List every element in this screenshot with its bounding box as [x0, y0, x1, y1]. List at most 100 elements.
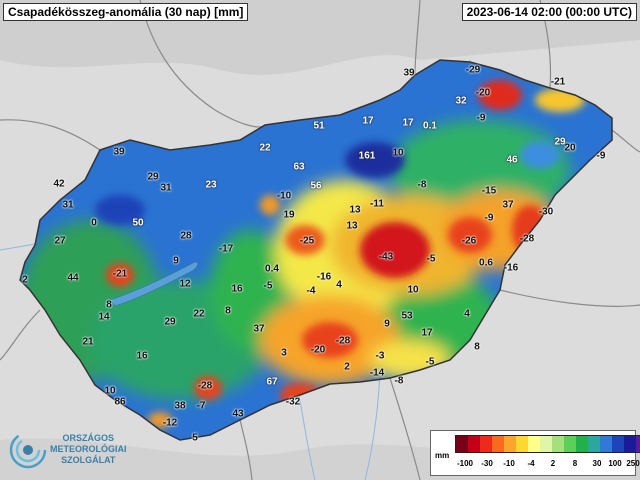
station-value: 27: [54, 235, 66, 247]
station-value: -11: [370, 198, 384, 210]
station-value: 17: [421, 327, 433, 339]
station-value: 0.1: [423, 120, 437, 132]
legend-swatch: [504, 436, 516, 452]
station-value: -15: [481, 185, 497, 197]
legend-swatch: [492, 436, 504, 452]
logo-line-1: ORSZÁGOS: [62, 433, 114, 443]
station-value: 17: [362, 115, 374, 127]
station-value: 29: [164, 316, 176, 328]
station-value: -30: [538, 206, 554, 218]
station-value: 42: [53, 178, 65, 190]
station-value: -17: [218, 243, 234, 255]
legend-tick-label: 8: [572, 459, 578, 468]
legend-color-bar: [455, 435, 640, 453]
omsz-logo: ORSZÁGOS METEOROLÓGIAI SZOLGÁLAT: [8, 428, 148, 474]
legend-swatch: [480, 436, 492, 452]
legend-swatch: [600, 436, 612, 452]
station-value: 9: [384, 318, 390, 330]
station-value: -28: [335, 335, 351, 347]
station-value: -5: [426, 253, 436, 265]
station-value: 161: [358, 150, 376, 162]
station-value: 8: [225, 305, 231, 317]
station-value: -9: [484, 212, 494, 224]
station-value: 19: [283, 209, 295, 221]
logo-line-2: METEOROLÓGIAI: [50, 444, 127, 454]
station-value: 39: [113, 146, 125, 158]
station-value: -5: [425, 356, 435, 368]
station-value: 51: [313, 120, 325, 132]
station-value: 56: [310, 180, 322, 192]
station-value: -20: [310, 344, 326, 356]
station-value: 0.4: [265, 263, 279, 275]
legend-swatch: [468, 436, 480, 452]
station-value: 37: [253, 323, 265, 335]
station-value: 9: [173, 255, 179, 267]
station-value: -20: [475, 87, 491, 99]
station-value: 4: [336, 279, 342, 291]
station-value: 86: [114, 396, 126, 408]
station-value: 29: [147, 171, 159, 183]
station-value: -28: [197, 380, 213, 392]
station-value: 20: [564, 142, 576, 154]
legend-swatch: [636, 436, 640, 452]
legend-ticks: -100 -30 -10 -4 2 8 30 100 250: [451, 459, 640, 471]
station-value: 50: [132, 217, 144, 229]
legend-tick-label: 250: [626, 459, 640, 468]
station-value: -16: [503, 262, 519, 274]
legend-swatch: [456, 436, 468, 452]
legend-swatch: [612, 436, 624, 452]
station-value: 53: [401, 310, 413, 322]
station-value: -25: [299, 235, 315, 247]
station-value: -3: [375, 350, 385, 362]
station-value: -14: [369, 367, 385, 379]
station-value: 21: [82, 336, 94, 348]
legend-unit: mm: [435, 451, 450, 460]
station-value: 12: [179, 278, 191, 290]
station-value: -28: [519, 233, 535, 245]
station-value: 46: [506, 154, 518, 166]
legend-swatch: [516, 436, 528, 452]
station-value: -26: [461, 235, 477, 247]
station-value: 8: [106, 299, 112, 311]
legend-swatch: [564, 436, 576, 452]
legend-tick-label: -10: [503, 459, 515, 468]
station-value: 10: [104, 385, 116, 397]
station-value: 17: [402, 117, 414, 129]
station-value: 2: [22, 274, 28, 286]
station-value: 28: [180, 230, 192, 242]
station-value: -7: [196, 400, 206, 412]
station-value: -10: [276, 190, 292, 202]
station-value: 31: [62, 199, 74, 211]
station-value: 32: [455, 95, 467, 107]
station-value: 37: [502, 199, 514, 211]
map-timestamp: 2023-06-14 02:00 (00:00 UTC): [461, 3, 637, 21]
station-value: 2: [344, 361, 350, 373]
legend-swatch: [528, 436, 540, 452]
legend-swatch: [552, 436, 564, 452]
station-value: -21: [550, 76, 566, 88]
station-value: 13: [346, 220, 358, 232]
logo-line-3: SZOLGÁLAT: [61, 455, 116, 465]
legend-swatch: [540, 436, 552, 452]
map-title: Csapadékösszeg-anomália (30 nap) [mm]: [3, 3, 249, 21]
station-value: 31: [160, 182, 172, 194]
station-value: -32: [285, 396, 301, 408]
station-value: 16: [231, 283, 243, 295]
station-value: 0.6: [479, 257, 493, 269]
station-value: 4: [464, 308, 470, 320]
station-value: 38: [174, 400, 186, 412]
legend-tick-label: -4: [527, 459, 535, 468]
station-value: 44: [67, 272, 79, 284]
station-value: 5: [192, 432, 198, 444]
legend-tick-label: 2: [550, 459, 556, 468]
station-value: 22: [259, 142, 271, 154]
legend-tick-label: -100: [456, 459, 474, 468]
station-value: 23: [205, 179, 217, 191]
station-value: -12: [162, 417, 178, 429]
station-value: -43: [378, 251, 394, 263]
station-value: -21: [112, 268, 128, 280]
station-value: 14: [98, 311, 110, 323]
station-value: -16: [316, 271, 332, 283]
station-value: 67: [266, 376, 278, 388]
